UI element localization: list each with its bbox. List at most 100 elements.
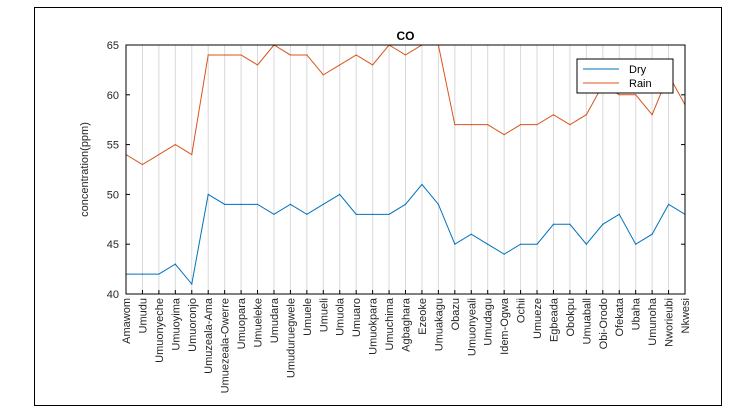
data-point-rain xyxy=(503,134,505,136)
data-point-rain xyxy=(585,114,587,116)
data-point-dry xyxy=(207,193,209,195)
x-tick-label: Obi-Orodo xyxy=(598,298,610,349)
data-point-rain xyxy=(635,94,637,96)
data-point-rain xyxy=(454,124,456,126)
x-tick-label: Umuoronjo xyxy=(187,298,199,352)
x-tick-label: Umuopara xyxy=(236,297,248,349)
data-point-dry xyxy=(519,243,522,245)
x-tick-label: Umuonyeali xyxy=(466,298,478,356)
data-point-rain xyxy=(322,74,324,76)
data-point-dry xyxy=(503,253,505,255)
data-point-dry xyxy=(273,213,275,215)
data-point-rain xyxy=(240,54,242,56)
data-point-rain xyxy=(355,54,357,56)
x-tick-label: Umuaro xyxy=(351,298,363,337)
x-tick-label: Nkwesi xyxy=(680,298,692,333)
x-tick-label: Umudagu xyxy=(483,298,495,346)
data-point-rain xyxy=(191,153,193,156)
data-point-dry xyxy=(602,223,604,225)
x-tick-label: Ubaha xyxy=(631,297,643,330)
data-point-dry xyxy=(635,243,637,245)
x-tick-label: Umuele xyxy=(302,298,314,336)
data-point-dry xyxy=(306,213,308,215)
x-tick-label: Umueze xyxy=(532,298,544,339)
legend: Dry Rain xyxy=(576,58,674,94)
data-point-dry xyxy=(289,203,292,205)
data-point-rain xyxy=(224,54,226,56)
data-point-dry xyxy=(552,223,555,225)
legend-label-rain: Rain xyxy=(629,78,652,90)
data-point-rain xyxy=(256,64,259,66)
x-tick-label: Ochii xyxy=(516,298,528,323)
x-tick-label: Umunoha xyxy=(647,297,659,346)
data-point-rain xyxy=(141,163,144,166)
data-point-dry xyxy=(388,213,390,215)
data-point-rain xyxy=(651,114,653,116)
x-tick-label: Umuonyeche xyxy=(154,298,166,363)
data-point-dry xyxy=(618,213,620,215)
y-tick-label: 50 xyxy=(107,189,119,201)
x-tick-label: Egbeada xyxy=(548,297,560,342)
data-point-dry xyxy=(372,213,374,215)
data-point-dry xyxy=(470,233,472,235)
data-point-dry xyxy=(569,223,571,225)
data-point-dry xyxy=(240,203,242,205)
data-point-dry xyxy=(191,283,193,285)
data-point-dry xyxy=(585,243,587,245)
x-tick-label: Umuzeala-Ama xyxy=(203,297,215,374)
data-point-dry xyxy=(174,263,176,265)
y-tick-label: 55 xyxy=(107,140,119,152)
x-tick-label: Umuoyima xyxy=(170,297,182,350)
x-tick-label: Umuola xyxy=(335,297,347,336)
data-point-rain xyxy=(306,54,308,56)
x-tick-label: Ezeoke xyxy=(417,298,429,335)
data-point-rain xyxy=(618,94,620,96)
data-point-rain xyxy=(404,54,407,56)
data-point-dry xyxy=(158,273,160,275)
x-tick-label: Umuakagu xyxy=(433,298,445,351)
legend-box xyxy=(576,58,674,94)
chart-title: CO xyxy=(397,29,415,43)
x-tick-label: Agbaghara xyxy=(401,297,413,352)
data-point-rain xyxy=(569,124,571,126)
data-point-dry xyxy=(487,243,489,245)
x-tick-label: Umuchima xyxy=(384,297,396,350)
y-tick-label: 45 xyxy=(107,239,119,251)
data-point-rain xyxy=(207,54,209,56)
data-point-dry xyxy=(339,193,341,195)
x-tick-label: Umueli xyxy=(318,298,330,332)
x-tick-label: Umudara xyxy=(269,297,281,343)
data-point-dry xyxy=(437,203,439,205)
legend-label-dry: Dry xyxy=(629,64,647,76)
data-point-dry xyxy=(224,203,226,205)
x-tick-label: Amawom xyxy=(121,298,133,344)
data-point-rain xyxy=(536,124,538,126)
x-tick-label: Ofekata xyxy=(614,297,626,336)
y-tick-label: 65 xyxy=(107,40,119,52)
data-point-dry xyxy=(667,203,670,205)
data-point-dry xyxy=(322,203,324,205)
y-tick-label: 60 xyxy=(107,90,119,102)
data-point-rain xyxy=(487,124,489,126)
x-tick-label: Obazu xyxy=(450,298,462,330)
x-tick-label: Umudu xyxy=(137,298,149,333)
data-point-rain xyxy=(339,64,341,66)
data-point-rain xyxy=(372,64,374,66)
y-axis-label: concentration(ppm) xyxy=(79,122,91,217)
x-tick-label: Obokpu xyxy=(565,298,577,337)
data-point-dry xyxy=(651,233,653,235)
x-tick-label: Idem-Ogwa xyxy=(499,297,511,355)
x-tick-label: Umuokpara xyxy=(368,297,380,355)
x-tick-label: Umueleke xyxy=(253,298,265,348)
data-point-dry xyxy=(421,183,423,186)
x-tick-label: Umuaball xyxy=(581,298,593,344)
data-point-dry xyxy=(454,243,456,245)
y-tick-label: 40 xyxy=(107,289,119,301)
data-point-rain xyxy=(174,144,176,146)
x-tick-label: Nworieubi xyxy=(664,298,676,347)
data-point-dry xyxy=(141,273,144,275)
data-point-dry xyxy=(355,213,357,215)
data-point-dry xyxy=(256,203,259,205)
data-point-dry xyxy=(404,203,407,205)
